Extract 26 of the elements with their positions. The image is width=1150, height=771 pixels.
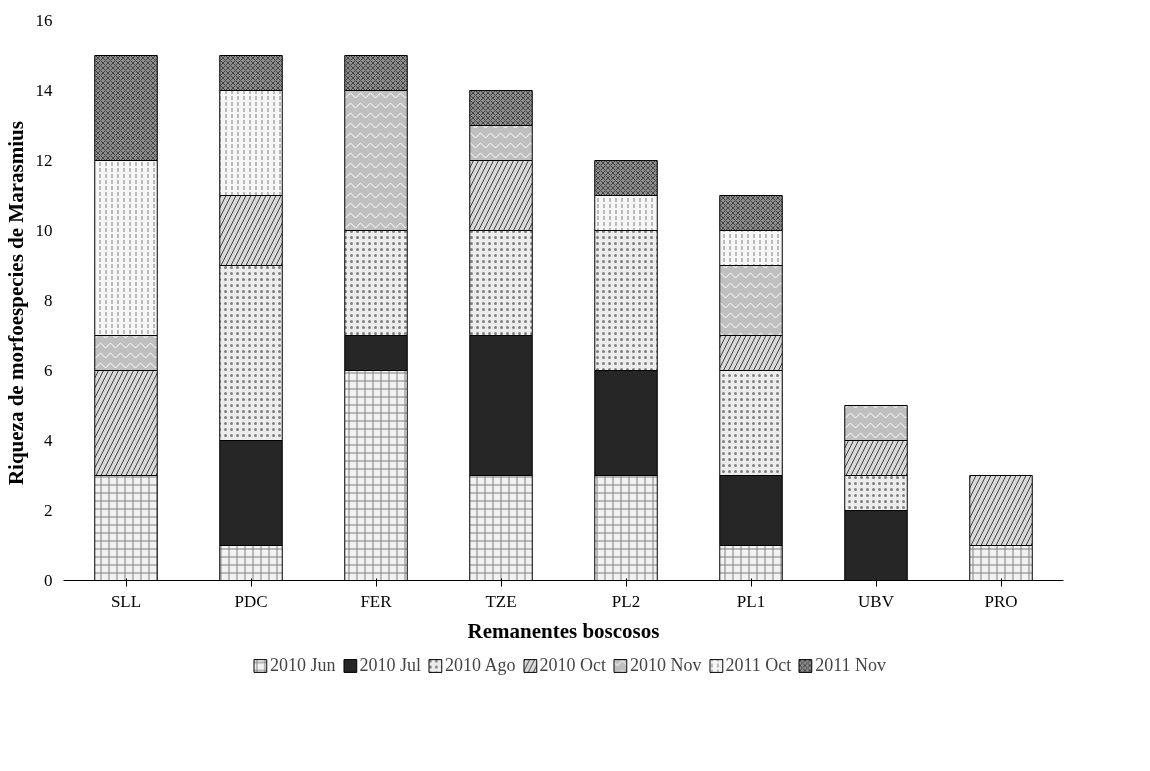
legend-label: 2010 Jun [269, 654, 336, 676]
y-tick-label: 10 [35, 221, 53, 240]
y-axis-title: Riqueza de morfoespecies de Marasmius [3, 121, 28, 486]
y-tick-label: 8 [44, 291, 53, 310]
x-tick-label: PDC [234, 591, 268, 611]
x-tick-label: PRO [984, 591, 1018, 611]
y-tick-label: 12 [35, 151, 53, 170]
y-tick-label: 4 [44, 431, 53, 450]
y-tick-label: 0 [44, 571, 53, 590]
y-tick-label: 16 [35, 11, 53, 30]
x-tick-label: UBV [858, 591, 895, 611]
y-tick-label: 2 [44, 501, 53, 520]
y-tick-label: 6 [44, 361, 53, 380]
legend-label: 2010 Ago [444, 654, 516, 676]
y-tick-label: 14 [35, 81, 53, 100]
legend-label: 2011 Nov [815, 654, 887, 676]
legend-label: 2010 Nov [629, 654, 702, 676]
x-tick-label: TZE [485, 591, 517, 611]
legend-label: 2010 Oct [539, 654, 606, 676]
legend-label: 2010 Jul [359, 654, 421, 676]
x-tick-label: SLL [110, 591, 142, 611]
x-tick-label: PL1 [736, 591, 766, 611]
legend-label: 2011 Oct [725, 654, 792, 676]
x-tick-label: FER [360, 591, 393, 611]
x-tick-label: PL2 [611, 591, 641, 611]
x-axis-title: Remanentes boscosos [467, 618, 660, 643]
